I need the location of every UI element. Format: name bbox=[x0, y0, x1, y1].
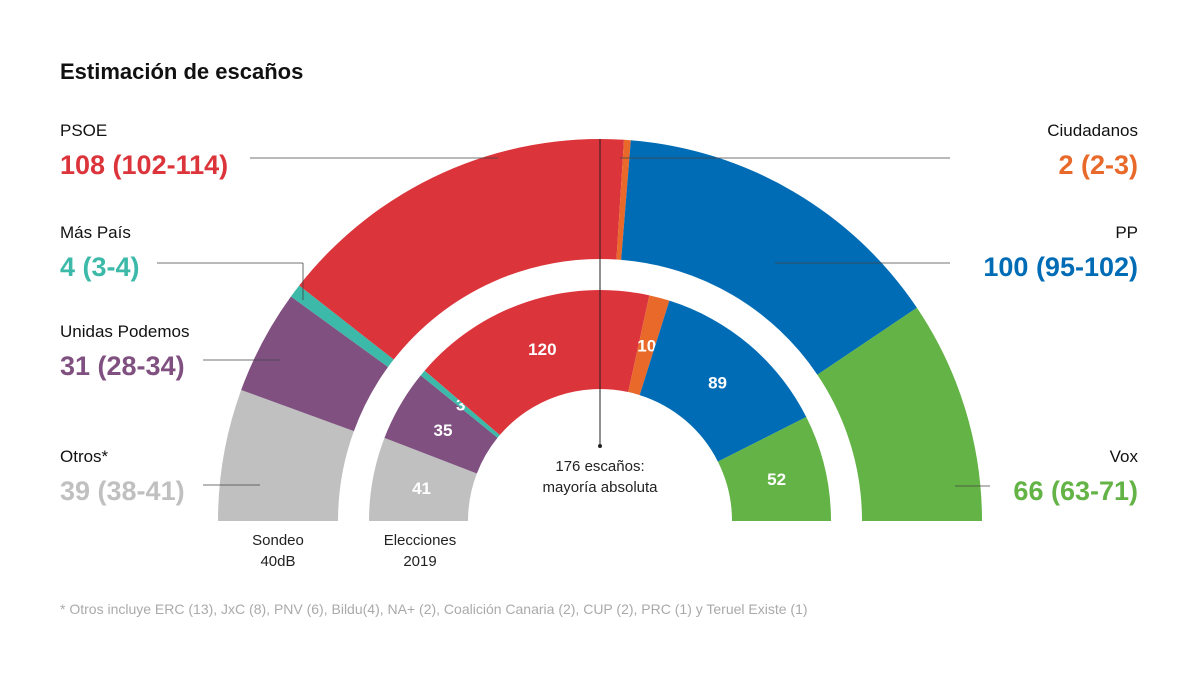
leader-lines bbox=[157, 157, 990, 487]
seat-arc-pp bbox=[639, 300, 807, 462]
seat-arc-m-s-pa-s bbox=[290, 285, 394, 368]
inner-ring-2019: 41 353 120 10 89 52 bbox=[369, 290, 831, 521]
outer-ring-sondeo bbox=[218, 139, 982, 521]
seat-value-m-s-pa-s: 3 bbox=[456, 396, 465, 415]
party-name-unidas-podemos: Unidas Podemos bbox=[60, 322, 189, 341]
ring-label-2019-2: 2019 bbox=[403, 553, 436, 570]
party-seats-pp: 100 (95-102) bbox=[983, 252, 1138, 282]
seat-value-pp: 89 bbox=[708, 374, 727, 393]
party-name-pp: PP bbox=[1115, 223, 1138, 242]
seat-arc-ciudadanos bbox=[616, 139, 631, 260]
party-name-otros: Otros* bbox=[60, 447, 109, 466]
seat-value-otros: 41 bbox=[412, 479, 431, 498]
seat-arc-unidas-podemos bbox=[241, 296, 389, 432]
party-name-m-s-pa-s: Más País bbox=[60, 223, 131, 242]
seat-arc-psoe bbox=[424, 290, 650, 436]
party-seats-m-s-pa-s: 4 (3-4) bbox=[60, 252, 140, 282]
party-seats-otros: 39 (38-41) bbox=[60, 476, 185, 506]
seat-arc-unidas-podemos bbox=[384, 375, 498, 474]
seat-arc-psoe bbox=[299, 139, 624, 360]
footnote: * Otros incluye ERC (13), JxC (8), PNV (… bbox=[60, 601, 808, 617]
seat-arc-vox bbox=[817, 307, 982, 521]
ring-label-sondeo-2: 40dB bbox=[260, 553, 295, 570]
party-seats-unidas-podemos: 31 (28-34) bbox=[60, 351, 185, 381]
majority-label-1: 176 escaños: bbox=[555, 458, 644, 475]
seat-arc-otros bbox=[369, 437, 477, 521]
majority-marker bbox=[598, 444, 602, 448]
party-name-vox: Vox bbox=[1110, 447, 1139, 466]
party-name-psoe: PSOE bbox=[60, 121, 107, 140]
majority-label-2: mayoría absoluta bbox=[542, 479, 658, 496]
party-seats-psoe: 108 (102-114) bbox=[60, 150, 228, 180]
party-seats-vox: 66 (63-71) bbox=[1013, 476, 1138, 506]
seat-value-ciudadanos: 10 bbox=[637, 337, 656, 356]
party-labels: Otros* 39 (38-41) Unidas Podemos 31 (28-34)… bbox=[60, 121, 1138, 506]
seat-arc-otros bbox=[218, 389, 354, 521]
chart-title: Estimación de escaños bbox=[60, 59, 303, 84]
seat-arc-vox bbox=[717, 417, 831, 521]
seat-value-vox: 52 bbox=[767, 470, 786, 489]
ring-label-2019-1: Elecciones bbox=[384, 532, 457, 549]
seat-value-unidas-podemos: 35 bbox=[433, 421, 452, 440]
seat-arc-pp bbox=[621, 140, 917, 375]
party-seats-ciudadanos: 2 (2-3) bbox=[1058, 150, 1138, 180]
ring-label-sondeo-1: Sondeo bbox=[252, 532, 304, 549]
seat-arc-ciudadanos bbox=[628, 295, 670, 396]
party-name-ciudadanos: Ciudadanos bbox=[1047, 121, 1138, 140]
seat-arc-m-s-pa-s bbox=[420, 370, 500, 438]
seat-value-psoe: 120 bbox=[528, 340, 556, 359]
